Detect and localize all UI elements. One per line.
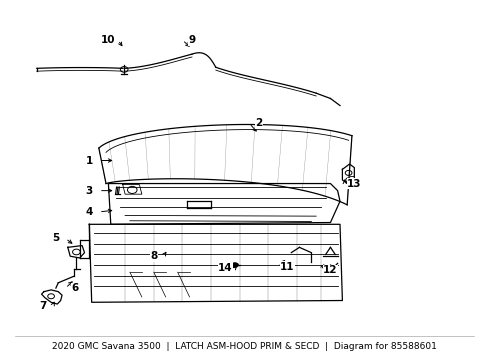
Text: 12: 12 — [323, 265, 337, 275]
Text: 7: 7 — [39, 301, 46, 311]
Text: 1: 1 — [85, 156, 93, 166]
Text: 13: 13 — [346, 179, 361, 189]
Text: 9: 9 — [188, 35, 195, 45]
Text: 2020 GMC Savana 3500  |  LATCH ASM-HOOD PRIM & SECD  |  Diagram for 85588601: 2020 GMC Savana 3500 | LATCH ASM-HOOD PR… — [52, 342, 436, 351]
Circle shape — [232, 263, 237, 267]
Text: 5: 5 — [52, 234, 60, 243]
Text: 14: 14 — [218, 263, 232, 273]
Text: 4: 4 — [85, 207, 93, 217]
Text: 8: 8 — [150, 251, 157, 261]
Text: 6: 6 — [71, 283, 79, 293]
Text: 10: 10 — [101, 35, 116, 45]
Text: 2: 2 — [255, 118, 262, 128]
Text: 11: 11 — [280, 262, 294, 272]
Text: 3: 3 — [85, 186, 93, 195]
